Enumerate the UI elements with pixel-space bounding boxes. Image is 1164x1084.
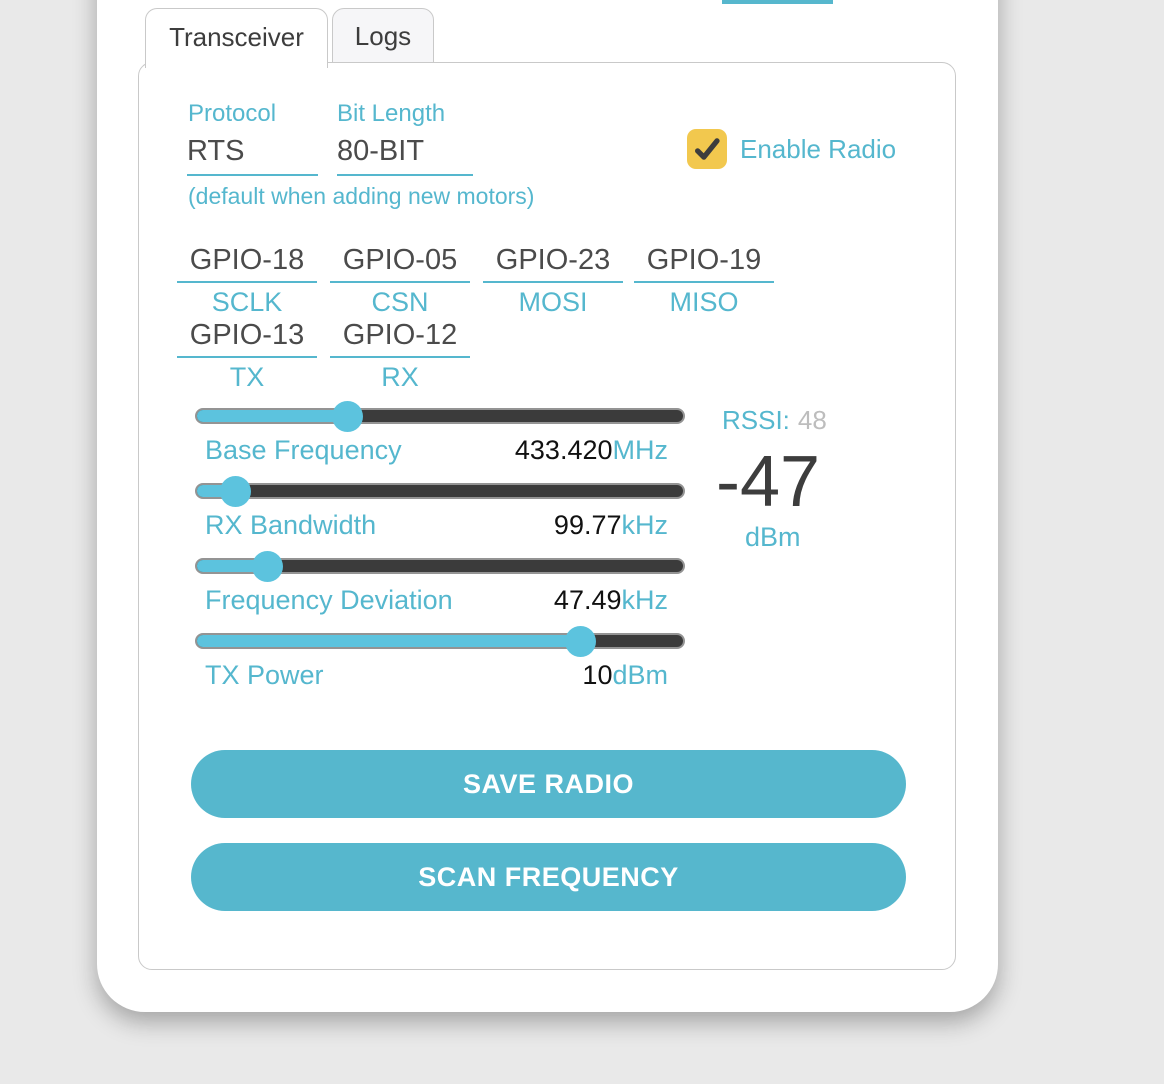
scan-frequency-button[interactable]: SCAN FREQUENCY: [191, 843, 906, 911]
gpio-miso-cell: GPIO-19 MISO: [634, 244, 774, 318]
tx-power-label: TX Power: [205, 660, 324, 690]
slider-thumb[interactable]: [565, 625, 597, 657]
rssi-label: RSSI:: [722, 405, 790, 435]
frequency-deviation-slider-block: Frequency Deviation 47.49kHz: [195, 550, 685, 616]
base-frequency-value: 433.420MHz: [514, 435, 668, 465]
rx-bandwidth-slider[interactable]: [195, 475, 685, 507]
gpio-tx-field[interactable]: GPIO-13: [177, 319, 317, 358]
tab-transceiver[interactable]: Transceiver: [145, 8, 328, 68]
gpio-rx-cell: GPIO-12 RX: [330, 319, 470, 393]
gpio-sclk-label: SCLK: [211, 287, 283, 317]
rx-bandwidth-value: 99.77kHz: [553, 510, 668, 540]
slider-thumb[interactable]: [220, 475, 252, 507]
rssi-dbm-value: -47: [716, 442, 821, 522]
gpio-sclk-field[interactable]: GPIO-18: [177, 244, 317, 283]
rx-bandwidth-label: RX Bandwidth: [205, 510, 377, 540]
base-frequency-slider[interactable]: [195, 400, 685, 432]
bit-length-label: Bit Length: [337, 100, 446, 127]
gpio-miso-label: MISO: [669, 287, 739, 317]
rssi-raw-value: 48: [797, 405, 827, 435]
slider-fill: [197, 410, 348, 422]
base-frequency-label: Base Frequency: [205, 435, 402, 465]
cropped-teal-element: [722, 0, 833, 4]
tx-power-slider-block: TX Power 10dBm: [195, 625, 685, 691]
save-radio-button[interactable]: SAVE RADIO: [191, 750, 906, 818]
slider-fill: [197, 560, 268, 572]
rssi-line: RSSI: 48: [722, 405, 827, 436]
enable-radio-checkbox[interactable]: [687, 129, 727, 169]
gpio-csn-label: CSN: [371, 287, 429, 317]
slider-thumb[interactable]: [251, 550, 283, 582]
default-note: (default when adding new motors): [188, 183, 535, 209]
slider-thumb[interactable]: [332, 400, 364, 432]
frequency-deviation-slider[interactable]: [195, 550, 685, 582]
tx-power-slider[interactable]: [195, 625, 685, 657]
gpio-csn-field[interactable]: GPIO-05: [330, 244, 470, 283]
gpio-tx-label: TX: [229, 362, 265, 392]
frequency-deviation-label: Frequency Deviation: [205, 585, 453, 615]
gpio-rx-label: RX: [381, 362, 419, 392]
gpio-miso-field[interactable]: GPIO-19: [634, 244, 774, 283]
rx-bandwidth-slider-block: RX Bandwidth 99.77kHz: [195, 475, 685, 541]
transceiver-panel: [138, 62, 956, 970]
rssi-unit-label: dBm: [745, 522, 801, 552]
base-frequency-slider-block: Base Frequency 433.420MHz: [195, 400, 685, 466]
checkmark-icon: [692, 134, 722, 164]
frequency-deviation-value: 47.49kHz: [553, 585, 668, 615]
gpio-mosi-label: MOSI: [518, 287, 588, 317]
protocol-label: Protocol: [188, 100, 277, 127]
protocol-field[interactable]: RTS: [187, 135, 318, 176]
slider-fill: [197, 635, 581, 647]
gpio-mosi-field[interactable]: GPIO-23: [483, 244, 623, 283]
gpio-tx-cell: GPIO-13 TX: [177, 319, 317, 393]
bit-length-field[interactable]: 80-BIT: [337, 135, 473, 176]
tx-power-value: 10dBm: [582, 660, 668, 690]
gpio-csn-cell: GPIO-05 CSN: [330, 244, 470, 318]
enable-radio-label: Enable Radio: [740, 134, 897, 164]
gpio-mosi-cell: GPIO-23 MOSI: [483, 244, 623, 318]
gpio-rx-field[interactable]: GPIO-12: [330, 319, 470, 358]
tab-logs[interactable]: Logs: [332, 8, 434, 63]
gpio-sclk-cell: GPIO-18 SCLK: [177, 244, 317, 318]
